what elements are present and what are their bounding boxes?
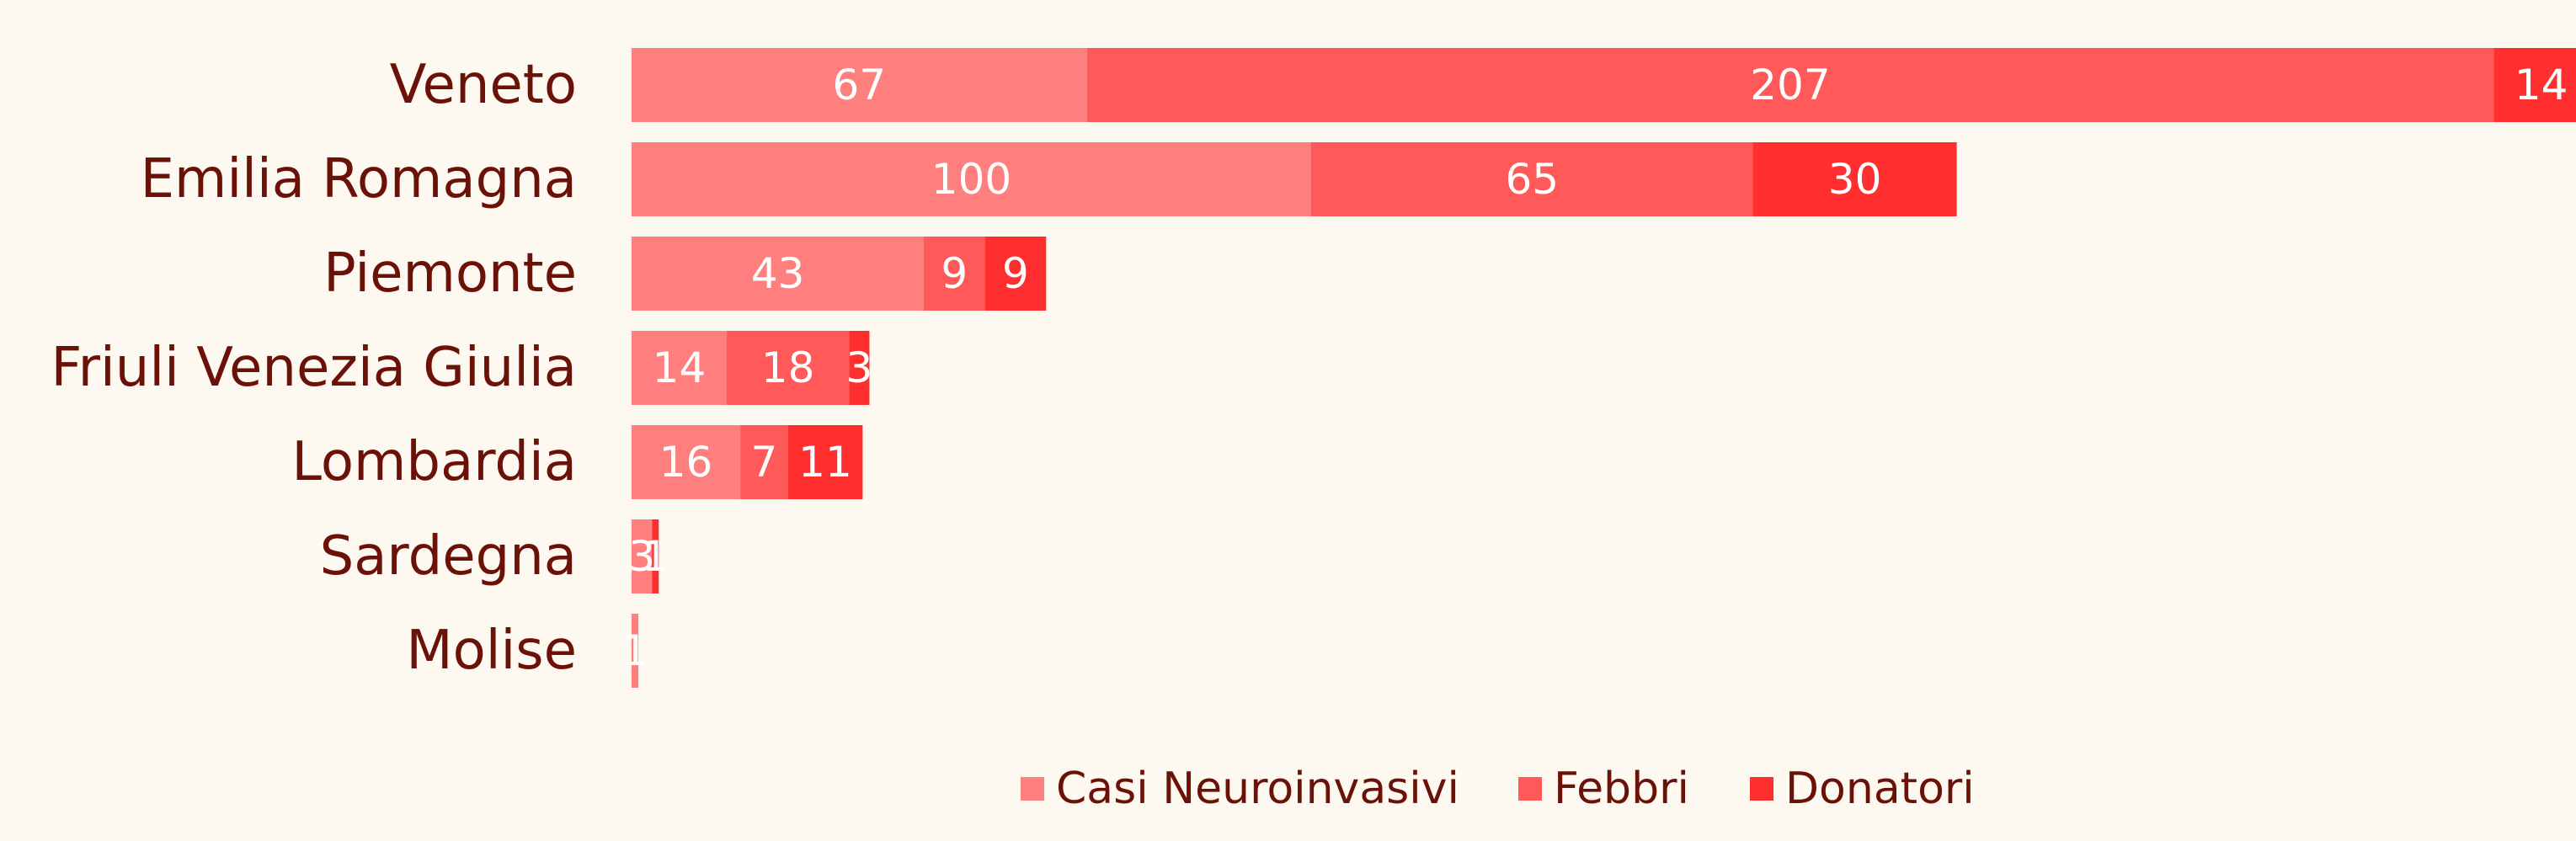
bar-donatori-piemonte [984, 237, 1047, 311]
bar-donatori-sardegna [652, 519, 659, 593]
bar-casi-neuroinvasivi-sardegna [632, 519, 653, 593]
category-label-sardegna: Sardegna [320, 525, 577, 588]
value-label-donatori-emilia-romagna: 30 [1828, 155, 1882, 204]
category-label-lombardia: Lombardia [291, 431, 577, 493]
value-label-febbri-friuli-venezia-giulia: 18 [761, 343, 815, 392]
legend-swatch-febbri [1518, 777, 1542, 801]
bar-febbri-friuli-venezia-giulia [726, 331, 850, 405]
legend-label-casi-neuroinvasivi: Casi Neuroinvasivi [1056, 764, 1459, 814]
bar-casi-neuroinvasivi-molise [632, 614, 639, 688]
bar-casi-neuroinvasivi-veneto [632, 48, 1087, 122]
legend-swatch-casi-neuroinvasivi [1021, 777, 1044, 801]
category-labels: Veneto Emilia Romagna Piemonte Friuli Venez… [51, 54, 578, 682]
value-label-casi-neuroinvasivi-lombardia: 16 [659, 438, 713, 487]
value-label-casi-neuroinvasivi-molise: 1 [621, 626, 648, 675]
bar-casi-neuroinvasivi-lombardia [632, 425, 741, 499]
value-label-casi-neuroinvasivi-friuli-venezia-giulia: 14 [653, 343, 707, 392]
bar-febbri-piemonte [924, 237, 985, 311]
value-label-donatori-lombardia: 11 [798, 438, 852, 487]
value-label-donatori-piemonte: 9 [1002, 249, 1029, 298]
category-label-piemonte: Piemonte [323, 242, 577, 305]
value-label-donatori-friuli-venezia-giulia: 3 [845, 343, 872, 392]
category-label-veneto: Veneto [390, 54, 577, 116]
bar-donatori-emilia-romagna [1752, 142, 1957, 216]
value-label-casi-neuroinvasivi-sardegna: 3 [628, 532, 655, 581]
value-label-febbri-veneto: 207 [1750, 61, 1830, 109]
bar-febbri-lombardia [740, 425, 788, 499]
value-label-donatori-veneto: 14 [2515, 61, 2568, 109]
category-label-emilia-romagna: Emilia Romagna [141, 148, 577, 210]
value-label-casi-neuroinvasivi-veneto: 67 [833, 61, 887, 109]
bar-casi-neuroinvasivi-emilia-romagna [632, 142, 1311, 216]
bar-casi-neuroinvasivi-friuli-venezia-giulia [632, 331, 727, 405]
value-label-febbri-piemonte: 9 [941, 249, 968, 298]
category-label-friuli-venezia-giulia: Friuli Venezia Giulia [51, 337, 578, 399]
value-label-casi-neuroinvasivi-emilia-romagna: 100 [931, 155, 1011, 204]
bar-casi-neuroinvasivi-piemonte [632, 237, 925, 311]
bar-donatori-lombardia [787, 425, 863, 499]
legend: Casi Neuroinvasivi Febbri Donatori [1021, 764, 1975, 814]
legend-label-febbri: Febbri [1554, 764, 1689, 814]
bar-donatori-veneto [2493, 48, 2576, 122]
legend-swatch-donatori [1750, 777, 1773, 801]
value-label-febbri-emilia-romagna: 65 [1505, 155, 1559, 204]
value-label-febbri-lombardia: 7 [750, 438, 777, 487]
bar-febbri-emilia-romagna [1311, 142, 1753, 216]
value-label-casi-neuroinvasivi-piemonte: 43 [751, 249, 805, 298]
legend-label-donatori: Donatori [1785, 764, 1975, 814]
value-label-donatori-sardegna: 1 [642, 532, 669, 581]
bar-febbri-veneto [1086, 48, 2494, 122]
category-label-molise: Molise [406, 620, 577, 682]
bar-donatori-friuli-venezia-giulia [849, 331, 870, 405]
